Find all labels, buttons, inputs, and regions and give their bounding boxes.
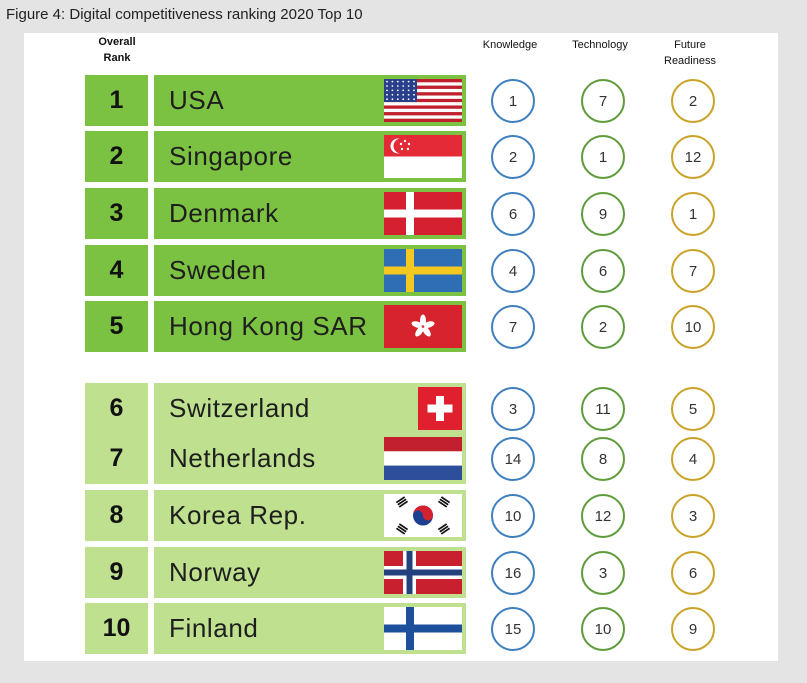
country-name: Netherlands <box>169 443 316 473</box>
knowledge-rank-circle: 10 <box>491 494 535 538</box>
sweden-flag-icon <box>384 249 462 292</box>
finland-flag-icon <box>384 607 462 650</box>
korea-flag-icon <box>384 494 462 537</box>
future-readiness-rank-circle: 3 <box>671 494 715 538</box>
country-name: Singapore <box>169 141 293 171</box>
future-readiness-rank-circle: 6 <box>671 551 715 595</box>
technology-rank-circle: 9 <box>581 192 625 236</box>
country-cell: Finland <box>154 603 466 654</box>
knowledge-rank-circle: 15 <box>491 607 535 651</box>
future-readiness-rank-circle: 12 <box>671 135 715 179</box>
singapore-flag-icon <box>384 135 462 178</box>
technology-rank-circle: 11 <box>581 387 625 431</box>
future-readiness-rank-circle: 1 <box>671 192 715 236</box>
usa-flag-icon <box>384 79 462 122</box>
rank-cell: 9 <box>85 547 148 598</box>
future-readiness-rank-circle: 7 <box>671 249 715 293</box>
future-readiness-rank-circle: 5 <box>671 387 715 431</box>
rank-cell: 3 <box>85 188 148 239</box>
country-cell: USA <box>154 75 466 126</box>
knowledge-header: Knowledge <box>482 39 538 51</box>
technology-rank-circle: 6 <box>581 249 625 293</box>
technology-rank-circle: 1 <box>581 135 625 179</box>
overall-rank-header-line1: Overall <box>98 36 136 48</box>
future-readiness-rank-circle: 4 <box>671 437 715 481</box>
country-cell: Sweden <box>154 245 466 296</box>
switzerland-flag-icon <box>418 387 462 430</box>
country-name: USA <box>169 85 225 115</box>
norway-flag-icon <box>384 551 462 594</box>
country-cell: Hong Kong SAR <box>154 301 466 352</box>
country-name: Korea Rep. <box>169 500 307 530</box>
knowledge-rank-circle: 14 <box>491 437 535 481</box>
country-cell: Singapore <box>154 131 466 182</box>
country-name: Sweden <box>169 255 267 285</box>
knowledge-rank-circle: 2 <box>491 135 535 179</box>
country-name: Switzerland <box>169 393 310 423</box>
knowledge-rank-circle: 1 <box>491 79 535 123</box>
rank-cell: 5 <box>85 301 148 352</box>
technology-rank-circle: 8 <box>581 437 625 481</box>
technology-header: Technology <box>572 39 628 51</box>
ranking-table: Overall Rank Knowledge Technology Future… <box>24 33 778 661</box>
knowledge-rank-circle: 3 <box>491 387 535 431</box>
country-cell: Korea Rep. <box>154 490 466 541</box>
rank-cell: 7 <box>85 433 148 484</box>
rank-cell: 1 <box>85 75 148 126</box>
knowledge-rank-circle: 7 <box>491 305 535 349</box>
country-cell: Norway <box>154 547 466 598</box>
knowledge-rank-circle: 6 <box>491 192 535 236</box>
country-name: Finland <box>169 613 259 643</box>
country-name: Norway <box>169 557 261 587</box>
rank-cell: 10 <box>85 603 148 654</box>
future-readiness-rank-circle: 10 <box>671 305 715 349</box>
rank-cell: 6 <box>85 383 148 434</box>
future-readiness-header-line1: Future <box>674 39 706 51</box>
country-cell: Netherlands <box>154 433 466 484</box>
future-readiness-header: Future Readiness <box>654 37 726 69</box>
technology-rank-circle: 2 <box>581 305 625 349</box>
overall-rank-header-line2: Rank <box>103 52 131 64</box>
future-readiness-rank-circle: 2 <box>671 79 715 123</box>
hong-kong-flag-icon <box>384 305 462 348</box>
figure-title: Figure 4: Digital competitiveness rankin… <box>6 6 363 23</box>
technology-rank-circle: 12 <box>581 494 625 538</box>
country-cell: Denmark <box>154 188 466 239</box>
country-cell: Switzerland <box>154 383 466 434</box>
future-readiness-rank-circle: 9 <box>671 607 715 651</box>
netherlands-flag-icon <box>384 437 462 480</box>
rank-cell: 8 <box>85 490 148 541</box>
technology-rank-circle: 7 <box>581 79 625 123</box>
knowledge-rank-circle: 4 <box>491 249 535 293</box>
technology-rank-circle: 10 <box>581 607 625 651</box>
denmark-flag-icon <box>384 192 462 235</box>
rank-cell: 4 <box>85 245 148 296</box>
future-readiness-header-line2: Readiness <box>664 55 716 67</box>
overall-rank-header: Overall Rank <box>84 34 150 66</box>
knowledge-rank-circle: 16 <box>491 551 535 595</box>
rank-cell: 2 <box>85 131 148 182</box>
technology-rank-circle: 3 <box>581 551 625 595</box>
country-name: Hong Kong SAR <box>169 311 368 341</box>
country-name: Denmark <box>169 198 279 228</box>
